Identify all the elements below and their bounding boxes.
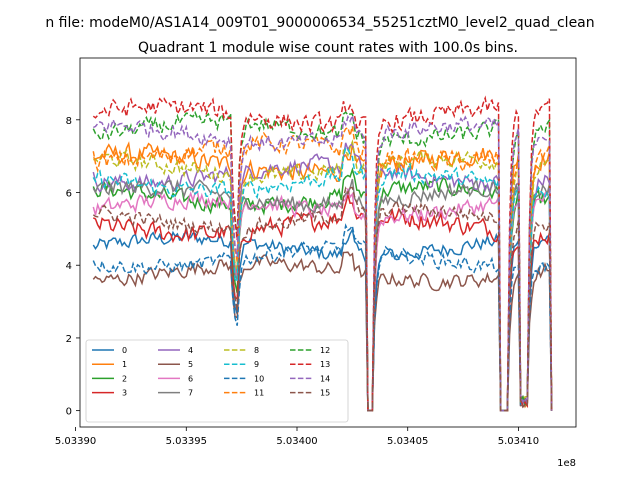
series-line-4 — [92, 142, 553, 412]
legend-label-9: 9 — [254, 360, 259, 369]
legend-label-3: 3 — [122, 389, 127, 398]
legend-label-10: 10 — [254, 374, 264, 383]
legend-label-12: 12 — [320, 346, 330, 355]
legend-label-11: 11 — [254, 389, 264, 398]
legend-label-14: 14 — [320, 374, 330, 383]
legend-label-1: 1 — [122, 360, 127, 369]
y-tick-label: 4 — [66, 261, 72, 272]
legend-label-15: 15 — [320, 389, 330, 398]
series-line-2 — [92, 167, 553, 412]
x-tick-label: 5.03395 — [166, 436, 207, 447]
series-line-11 — [92, 126, 553, 412]
legend-label-5: 5 — [188, 360, 193, 369]
series-line-8 — [93, 139, 553, 412]
chart-title: Quadrant 1 module wise count rates with … — [138, 40, 518, 56]
x-tick-label: 5.03410 — [498, 436, 539, 447]
legend-label-6: 6 — [188, 374, 193, 383]
y-tick-label: 2 — [66, 334, 72, 345]
series-line-7 — [92, 177, 553, 412]
series-line-3 — [92, 194, 553, 412]
series-line-5 — [92, 251, 553, 412]
x-tick-label: 5.03405 — [387, 436, 428, 447]
x-offset-label: 1e8 — [557, 458, 576, 469]
series-line-9 — [92, 147, 553, 412]
series-line-0 — [92, 227, 553, 412]
legend-label-8: 8 — [254, 346, 259, 355]
series-layer — [92, 95, 553, 412]
legend-label-4: 4 — [188, 346, 193, 355]
y-tick-label: 0 — [66, 407, 72, 418]
y-tick-label: 6 — [66, 189, 72, 200]
series-line-13 — [92, 95, 553, 412]
figure-suptitle: n file: modeM0/AS1A14_009T01_9000006534_… — [45, 15, 594, 31]
series-line-10 — [92, 223, 553, 412]
y-tick-label: 8 — [66, 116, 72, 127]
legend-label-13: 13 — [320, 360, 330, 369]
legend-label-0: 0 — [122, 346, 127, 355]
series-line-15 — [92, 186, 553, 412]
legend-label-2: 2 — [122, 374, 127, 383]
legend-label-7: 7 — [188, 389, 193, 398]
series-line-6 — [92, 188, 553, 412]
series-line-14 — [92, 113, 553, 412]
plot-frame — [79, 57, 577, 428]
axis-layer: 5.03390 5.03395 5.03400 5.03405 5.03410 0 2 4 6 8 — [55, 116, 539, 447]
legend-box — [85, 339, 349, 423]
series-line-12 — [92, 110, 553, 412]
x-tick-label: 5.03400 — [276, 436, 317, 447]
x-tick-label: 5.03390 — [55, 436, 96, 447]
